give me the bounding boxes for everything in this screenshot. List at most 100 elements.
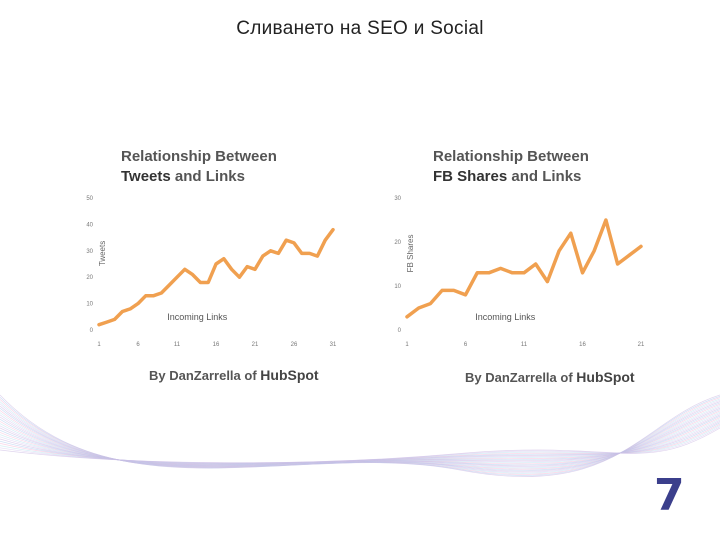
data-point <box>105 320 109 324</box>
series-line <box>97 227 335 327</box>
wave-line <box>0 394 720 477</box>
data-point <box>475 271 479 275</box>
x-axis-label: Incoming Links <box>167 312 228 322</box>
credit-by: By Dan <box>465 370 510 385</box>
data-point <box>136 302 140 305</box>
credit-by: By Dan <box>149 368 194 383</box>
data-point <box>284 238 288 242</box>
y-tick-label: 50 <box>86 196 93 202</box>
data-point <box>522 271 526 275</box>
data-point <box>440 289 444 292</box>
chart-title-tweets: Relationship Between Tweets and Links <box>121 147 277 187</box>
charts-image: Relationship Between Tweets and Links 0 1… <box>65 105 663 388</box>
x-tick-label: 11 <box>174 342 181 348</box>
data-point <box>534 262 538 266</box>
y-tick-label: 0 <box>398 328 402 334</box>
x-tick-label: 11 <box>521 342 528 348</box>
data-point <box>557 249 561 253</box>
chart-title-bold: Tweets <box>121 168 171 185</box>
chart-title-fb: Relationship Between FB Shares and Links <box>433 147 589 187</box>
data-point <box>546 280 549 283</box>
data-point <box>510 271 514 275</box>
data-point <box>331 228 335 232</box>
data-point <box>121 310 124 313</box>
data-point <box>253 267 257 271</box>
y-tick-label: 10 <box>86 302 93 308</box>
data-point <box>261 254 265 258</box>
data-point <box>199 281 202 284</box>
chart-title-rest: and Links <box>507 168 582 185</box>
x-tick-label: 6 <box>464 342 468 348</box>
data-point <box>300 252 304 255</box>
credit-left: By DanZarrella of HubSpot <box>149 367 319 383</box>
data-point <box>277 252 280 255</box>
data-point <box>616 262 619 266</box>
y-tick-label: 40 <box>86 222 93 228</box>
y-axis-label: Tweets <box>98 241 107 266</box>
data-point <box>569 231 573 235</box>
data-point <box>245 265 249 269</box>
credit-name: Zarrella <box>193 368 241 383</box>
chart-title-line1: Relationship Between <box>433 148 589 165</box>
data-point <box>152 294 155 298</box>
y-tick-label: 20 <box>394 240 401 246</box>
data-point <box>405 315 409 319</box>
data-point <box>128 307 132 311</box>
y-tick-label: 10 <box>394 284 401 290</box>
x-tick-label: 31 <box>330 342 337 348</box>
x-tick-label: 6 <box>136 342 140 348</box>
data-point <box>323 238 327 242</box>
wave-line <box>0 427 720 464</box>
data-point <box>627 253 631 257</box>
data-point <box>183 267 187 271</box>
data-point <box>206 281 210 284</box>
credit-right: By DanZarrella of HubSpot <box>465 369 635 385</box>
x-tick-label: 26 <box>291 342 298 348</box>
chart-title-bold: FB Shares <box>433 168 508 185</box>
x-tick-label: 16 <box>213 342 220 348</box>
data-point <box>113 318 116 321</box>
data-point <box>417 306 421 310</box>
chart-title-rest: and Links <box>170 168 245 185</box>
data-point <box>214 262 218 266</box>
x-tick-label: 1 <box>97 342 101 348</box>
data-point <box>160 291 163 295</box>
slide-title: Сливането на SEO и Social <box>236 18 484 39</box>
data-point <box>604 218 608 222</box>
y-axis-label: FB Shares <box>406 235 415 273</box>
data-point <box>464 293 467 297</box>
data-point <box>308 252 311 255</box>
data-point <box>167 283 171 287</box>
data-point <box>175 275 179 279</box>
page-number: 7 <box>654 470 685 521</box>
data-point <box>191 273 194 276</box>
x-tick-label: 1 <box>405 342 409 348</box>
data-point <box>487 271 491 275</box>
data-point <box>292 241 296 245</box>
y-tick-label: 0 <box>90 328 94 334</box>
credit-of: of <box>556 370 577 385</box>
data-point <box>452 289 456 292</box>
x-tick-label: 16 <box>579 342 586 348</box>
y-tick-label: 30 <box>394 196 401 202</box>
data-point <box>144 294 148 298</box>
x-tick-label: 21 <box>638 342 645 348</box>
data-point <box>97 323 101 327</box>
hubspot-logo: HubSpot <box>576 369 635 385</box>
credit-of: of <box>240 368 261 383</box>
data-point <box>230 267 234 271</box>
data-point <box>222 257 226 261</box>
data-point <box>269 249 272 253</box>
data-point <box>499 267 502 270</box>
x-tick-label: 21 <box>252 342 259 348</box>
chart-title-line1: Relationship Between <box>121 148 277 165</box>
credit-name: Zarrella <box>509 370 557 385</box>
x-axis-label: Incoming Links <box>475 312 536 322</box>
data-point <box>581 271 584 275</box>
y-tick-label: 30 <box>86 249 93 255</box>
data-point <box>429 302 432 305</box>
